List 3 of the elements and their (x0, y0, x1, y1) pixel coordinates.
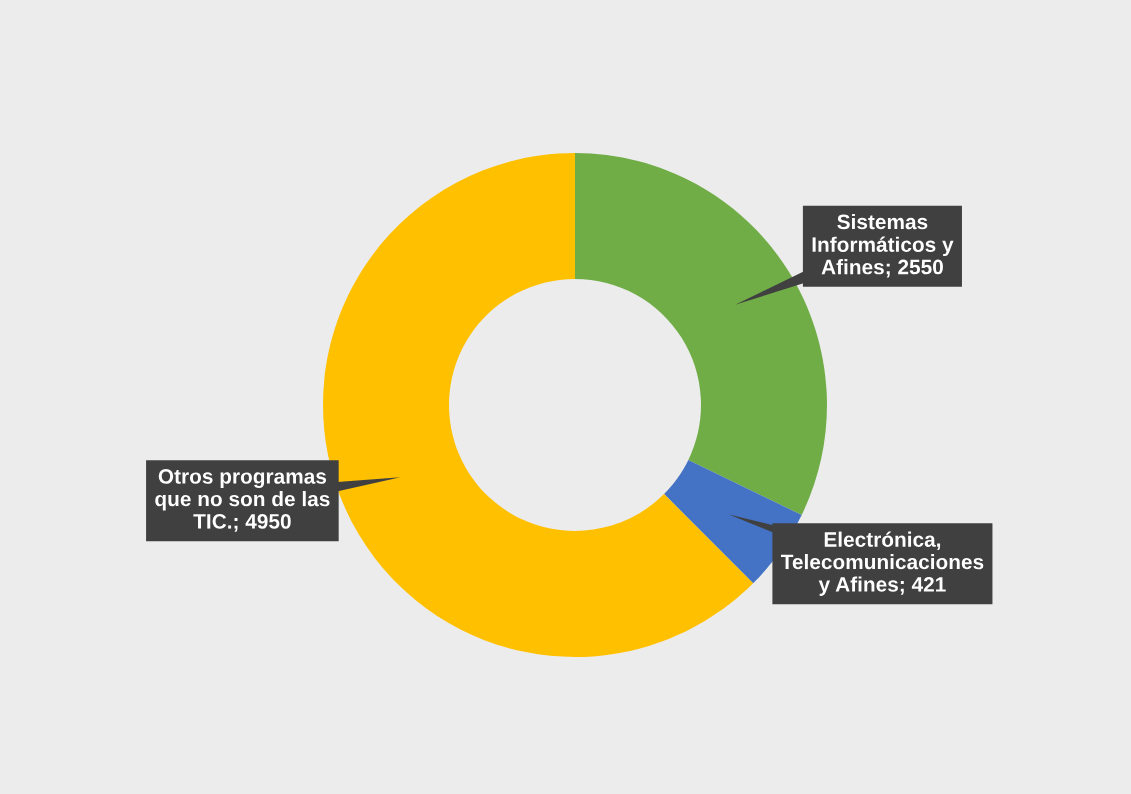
slice-label: Otros programas que no son de las TIC.; 4950 (155, 469, 330, 532)
slice-label: Electrónica, Telecomunicaciones y Afines; 421 (780, 531, 984, 596)
slice-label: Sistemas Informáticos y Afines; 2550 (812, 213, 954, 278)
